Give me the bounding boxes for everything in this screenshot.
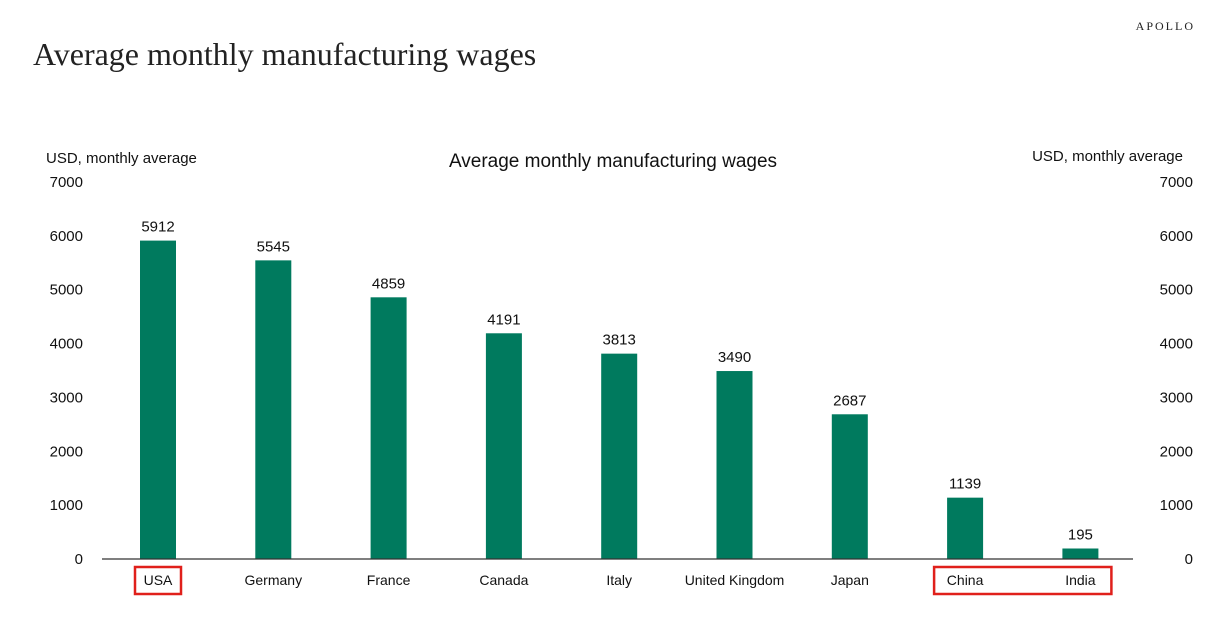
data-label: 2687 <box>833 392 866 409</box>
data-label: 4859 <box>372 275 405 292</box>
y-tick-label-left: 2000 <box>50 443 83 460</box>
y-axis-label-right: USD, monthly average <box>1032 148 1183 165</box>
chart-title: Average monthly manufacturing wages <box>449 151 777 172</box>
bar <box>140 240 176 560</box>
data-label: 3490 <box>718 349 751 366</box>
x-tick-label: Italy <box>606 572 632 588</box>
data-label: 195 <box>1068 526 1093 543</box>
data-label: 5545 <box>257 238 290 255</box>
bar <box>255 260 292 559</box>
data-label: 4191 <box>487 311 520 328</box>
y-axis-right: 0 1000 2000 3000 4000 5000 6000 7000 <box>1160 174 1193 568</box>
x-tick-label: Japan <box>831 572 869 588</box>
highlight-box <box>133 565 183 596</box>
data-label: 1139 <box>949 476 981 493</box>
y-tick-label-left: 3000 <box>50 389 83 406</box>
y-tick-label-left: 1000 <box>50 497 83 514</box>
y-tick-label-right: 1000 <box>1160 497 1193 514</box>
y-tick-label-right: 0 <box>1185 551 1193 568</box>
y-tick-label-left: 0 <box>75 551 83 568</box>
y-tick-label-right: 2000 <box>1160 443 1193 460</box>
bar <box>485 333 522 559</box>
brand-logo: APOLLO <box>1135 19 1195 33</box>
y-tick-label-right: 3000 <box>1160 389 1193 406</box>
highlight-box <box>932 565 1113 596</box>
y-tick-label-left: 6000 <box>50 228 83 245</box>
data-labels: 5912 5545 4859 4191 3813 3490 2687 1139 195 <box>141 219 1093 544</box>
bar <box>716 371 753 559</box>
data-label: 3813 <box>603 332 636 349</box>
bar <box>947 497 984 559</box>
bar-series <box>140 240 1099 560</box>
y-tick-label-left: 5000 <box>50 282 83 299</box>
y-axis-left: 0 1000 2000 3000 4000 5000 6000 7000 <box>50 174 83 568</box>
data-label: 5912 <box>141 219 174 236</box>
x-tick-label: Canada <box>479 572 528 588</box>
bar <box>370 297 407 559</box>
bar <box>831 414 868 559</box>
y-tick-label-left: 4000 <box>50 336 83 353</box>
x-tick-label: China <box>947 572 984 588</box>
y-tick-label-right: 4000 <box>1160 336 1193 353</box>
y-tick-label-right: 6000 <box>1160 228 1193 245</box>
x-tick-label: India <box>1065 572 1096 588</box>
y-axis-label-left: USD, monthly average <box>46 150 197 167</box>
y-tick-label-right: 5000 <box>1160 282 1193 299</box>
bar <box>601 353 638 559</box>
x-tick-label: France <box>367 572 411 588</box>
y-tick-label-right: 7000 <box>1160 174 1193 191</box>
bar <box>1062 548 1099 559</box>
page-title: Average monthly manufacturing wages <box>33 36 537 72</box>
x-tick-label: USA <box>144 572 173 588</box>
highlight-boxes <box>133 565 1113 596</box>
y-tick-label-left: 7000 <box>50 174 83 191</box>
x-axis-tick-labels: USA Germany France Canada Italy United Kingdo… <box>144 572 1096 588</box>
x-tick-label: Germany <box>245 572 303 588</box>
x-tick-label: United Kingdom <box>685 572 785 588</box>
